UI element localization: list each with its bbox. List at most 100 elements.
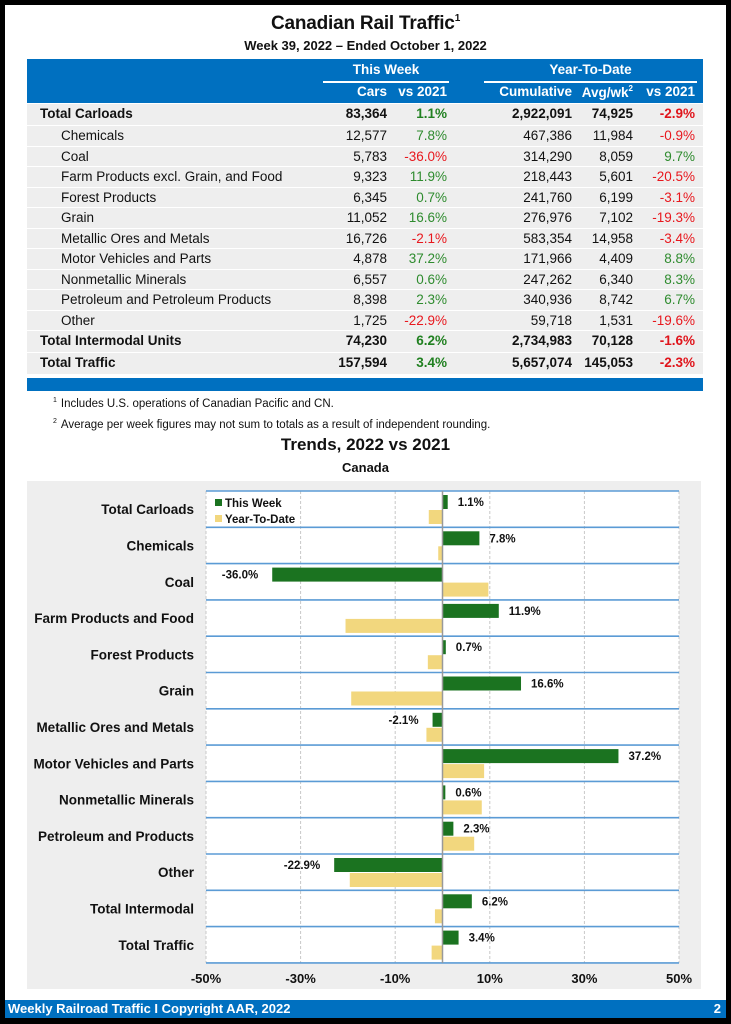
- row-label: Petroleum and Petroleum Products: [61, 292, 272, 307]
- data-label: -36.0%: [222, 570, 258, 582]
- cell-vs-2021-week: 1.1%: [416, 106, 447, 121]
- bar-this-week: [442, 640, 446, 655]
- traffic-table: This Week Year-To-Date Cars vs 2021 Cumu…: [27, 59, 703, 391]
- x-tick-label: 50%: [666, 971, 692, 986]
- page-number: 2: [713, 1001, 721, 1016]
- table-row: Nonmetallic Minerals 6,557 0.6% 247,262 6,34…: [27, 268, 703, 289]
- report-page: Canadian Rail Traffic1 Week 39, 2022 – E…: [5, 5, 726, 1018]
- cell-vs-2021-week: 7.8%: [416, 128, 447, 143]
- category-label: Farm Products and Food: [34, 611, 194, 626]
- category-label: Forest Products: [90, 647, 194, 662]
- cell-avg-wk: 6,340: [599, 271, 633, 287]
- trends-bar-chart: Total Carloads 1.1% Chemicals 7.8% Coal -36.0…: [33, 490, 692, 986]
- cell-cars: 12,577: [345, 128, 387, 143]
- cell-cumulative: 218,443: [523, 169, 572, 184]
- cell-cars: 83,364: [345, 106, 387, 121]
- category-label: Motor Vehicles and Parts: [33, 756, 194, 771]
- row-label: Nonmetallic Minerals: [61, 271, 187, 287]
- cell-cars: 16,726: [345, 230, 387, 246]
- x-tick-label: 30%: [571, 971, 597, 986]
- cell-vs-2021-ytd: -20.5%: [652, 169, 695, 184]
- cell-avg-wk: 8,742: [599, 292, 633, 307]
- bar-this-week: [442, 930, 459, 945]
- cell-vs-2021-week: 0.6%: [416, 271, 447, 287]
- group-underline: [323, 81, 449, 83]
- table-row: Total Intermodal Units 74,230 6.2% 2,734,98…: [27, 330, 703, 352]
- cell-vs-2021-ytd: -2.9%: [659, 106, 695, 121]
- cell-cars: 6,345: [353, 189, 387, 205]
- cell-vs-2021-week: 0.7%: [416, 189, 447, 205]
- cell-vs-2021-week: 11.9%: [409, 169, 447, 184]
- table-row: Chemicals 12,577 7.8% 467,386 11,984 -0.9%: [27, 125, 703, 146]
- cell-avg-wk: 5,601: [599, 169, 633, 184]
- table-row: Metallic Ores and Metals 16,726 -2.1% 583,3…: [27, 227, 703, 248]
- table-row: Total Carloads 83,364 1.1% 2,922,091 74,925 -…: [27, 103, 703, 125]
- title-footnote-mark: 1: [454, 13, 461, 24]
- col-vs-2021-ytd: vs 2021: [646, 84, 695, 99]
- footnotes: 1 Includes U.S. operations of Canadian Pa…: [53, 392, 490, 434]
- category-label: Metallic Ores and Metals: [36, 720, 194, 735]
- row-label: Other: [61, 312, 95, 328]
- cell-cars: 6,557: [353, 271, 387, 287]
- cell-vs-2021-ytd: -0.9%: [659, 128, 695, 143]
- trends-chart: Total Carloads 1.1% Chemicals 7.8% Coal -36.0…: [27, 481, 701, 989]
- row-label: Total Carloads: [40, 106, 133, 121]
- cell-avg-wk: 8,059: [599, 148, 633, 164]
- cell-avg-wk: 145,053: [584, 355, 633, 370]
- bar-year-to-date: [428, 510, 443, 524]
- row-label: Forest Products: [61, 189, 157, 205]
- cell-avg-wk: 70,128: [591, 333, 633, 348]
- cell-vs-2021-ytd: -3.1%: [659, 189, 695, 205]
- cell-vs-2021-week: -2.1%: [411, 230, 447, 246]
- bar-year-to-date: [351, 691, 443, 706]
- cell-avg-wk: 14,958: [591, 230, 633, 246]
- cell-cumulative: 2,922,091: [511, 106, 572, 121]
- legend-swatch-year-to-date: [215, 515, 222, 522]
- row-label: Grain: [61, 210, 95, 225]
- cell-cumulative: 276,976: [523, 210, 572, 225]
- data-label: 3.4%: [469, 933, 495, 945]
- x-tick-label: 10%: [477, 971, 503, 986]
- chart-subtitle: Canada: [342, 460, 389, 475]
- bar-year-to-date: [427, 655, 443, 670]
- cell-vs-2021-ytd: 8.8%: [664, 251, 695, 266]
- cell-vs-2021-ytd: -3.4%: [659, 230, 695, 246]
- table-row: Motor Vehicles and Parts 4,878 37.2% 171,96…: [27, 248, 703, 269]
- group-this-week: This Week: [323, 62, 449, 83]
- col-cars: Cars: [356, 84, 387, 99]
- row-label: Total Traffic: [40, 355, 116, 370]
- row-label: Chemicals: [61, 128, 125, 143]
- category-label: Chemicals: [126, 538, 194, 553]
- cell-avg-wk: 7,102: [599, 210, 633, 225]
- cell-vs-2021-week: -36.0%: [404, 148, 447, 164]
- legend-swatch-this-week: [215, 499, 222, 506]
- bar-this-week: [442, 821, 454, 836]
- group-year-to-date: Year-To-Date: [484, 62, 697, 83]
- row-label: Farm Products excl. Grain, and Food: [61, 169, 283, 184]
- x-tick-label: -50%: [191, 971, 222, 986]
- bar-year-to-date: [442, 764, 485, 779]
- bar-this-week: [442, 894, 472, 909]
- bar-year-to-date: [442, 582, 489, 597]
- cell-cars: 74,230: [345, 333, 387, 348]
- bar-this-week: [432, 712, 443, 727]
- cell-cars: 5,783: [353, 148, 387, 164]
- cell-cumulative: 59,718: [530, 312, 572, 328]
- cell-vs-2021-week: 6.2%: [416, 333, 447, 348]
- bar-this-week: [442, 531, 480, 546]
- cell-cumulative: 467,386: [523, 128, 572, 143]
- table-row: Petroleum and Petroleum Products 8,398 2.3…: [27, 289, 703, 310]
- category-label: Petroleum and Products: [38, 829, 194, 844]
- row-label: Coal: [61, 148, 89, 164]
- table-row: Grain 11,052 16.6% 276,976 7,102 -19.3%: [27, 207, 703, 228]
- cell-vs-2021-ytd: -19.3%: [652, 210, 695, 225]
- data-label: 11.9%: [509, 606, 541, 618]
- page-subtitle: Week 39, 2022 – Ended October 1, 2022: [244, 38, 487, 53]
- col-cumulative: Cumulative: [499, 84, 572, 99]
- x-tick-label: -30%: [285, 971, 316, 986]
- cell-cumulative: 241,760: [523, 189, 572, 205]
- data-label: 7.8%: [489, 533, 515, 545]
- category-label: Total Intermodal: [90, 901, 194, 916]
- footnote-2: 2 Average per week figures may not sum to…: [53, 418, 491, 431]
- cell-cumulative: 340,936: [523, 292, 572, 307]
